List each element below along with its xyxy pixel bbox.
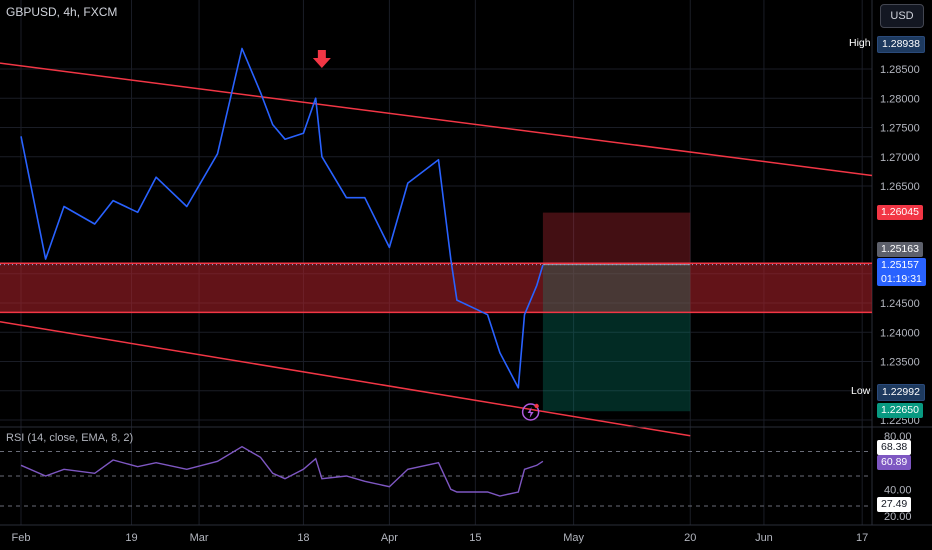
time-axis-label: Apr — [380, 532, 398, 544]
time-axis-label: 18 — [297, 532, 310, 544]
current-price-value: 1.25157 — [881, 259, 919, 271]
time-axis-label: 20 — [684, 532, 697, 544]
stop-price-tag: 1.22650 — [877, 403, 923, 418]
position-stop-area — [542, 264, 691, 412]
time-axis-label: Jun — [755, 532, 773, 544]
prev-close-tag: 1.25163 — [877, 242, 923, 257]
price-tick-label: 1.27000 — [880, 152, 920, 164]
countdown-timer: 01:19:31 — [881, 273, 922, 285]
price-tick-label: 1.26500 — [880, 181, 920, 193]
lightning-icon[interactable] — [521, 403, 540, 421]
time-axis-label: May — [563, 532, 584, 544]
time-axis-label: 17 — [856, 532, 869, 544]
price-tick-label: 1.24000 — [880, 327, 920, 339]
rsi-title: RSI (14, close, EMA, 8, 2) — [6, 432, 134, 444]
target-price-tag: 1.26045 — [877, 205, 923, 220]
current-price-tag: 1.25157 01:19:31 — [877, 258, 926, 286]
price-tick-label: 1.27500 — [880, 123, 920, 135]
price-tick-label: 1.28500 — [880, 64, 920, 76]
time-axis-label: Feb — [11, 532, 31, 544]
price-tick-label: 1.24500 — [880, 298, 920, 310]
rsi-line — [20, 445, 544, 497]
rsi-levels — [0, 450, 872, 507]
channel-lower-trendline[interactable] — [0, 320, 691, 437]
rsi-tick-label: 20.00 — [884, 511, 912, 523]
symbol-title: GBPUSD, 4h, FXCM — [6, 5, 118, 19]
rsi-tick-label: 40.00 — [884, 484, 912, 496]
position-target-area — [542, 212, 691, 265]
time-axis-label: 19 — [125, 532, 138, 544]
rsi-value-tag: 60.89 — [877, 455, 912, 470]
price-tick-label: 1.23500 — [880, 357, 920, 369]
low-label: Low — [851, 385, 871, 397]
rsi-upper-level-tag: 68.38 — [877, 440, 912, 455]
rsi-lower-level-tag: 27.49 — [877, 497, 912, 512]
low-value-tag: 1.22992 — [877, 384, 925, 401]
channel-upper-trendline[interactable] — [0, 62, 873, 177]
price-series-line — [20, 47, 544, 389]
high-value-tag: 1.28938 — [877, 36, 925, 53]
high-label: High — [849, 37, 871, 49]
support-resistance-zone — [0, 263, 872, 313]
price-tick-label: 1.22500 — [880, 415, 920, 427]
currency-button[interactable]: USD — [880, 4, 924, 28]
price-tick-label: 1.28000 — [880, 93, 920, 105]
time-axis-label: Mar — [189, 532, 209, 544]
down-arrow-icon — [312, 50, 331, 68]
time-axis-label: 15 — [469, 532, 482, 544]
